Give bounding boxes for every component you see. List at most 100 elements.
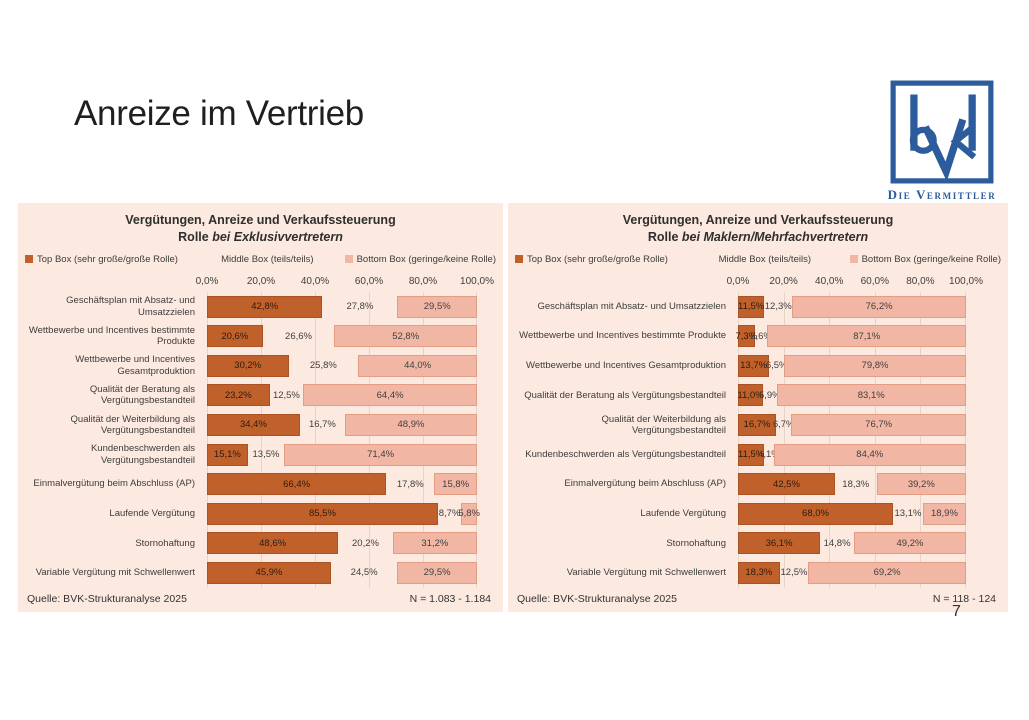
chart-subtitle-prefix: Rolle (178, 229, 213, 244)
category-label: Kundenbeschwerden als Vergütungsbestandt… (525, 448, 726, 460)
value-label: 76,7% (865, 419, 893, 431)
bar-segment-middle-box: 13,5% (248, 444, 284, 466)
bar-segment-middle-box: 5,9% (759, 384, 781, 406)
bar-segment-middle-box: 16,7% (300, 414, 345, 436)
value-label: 15,1% (213, 449, 241, 461)
stacked-bar: 30,2% 25,8% 44,0% (207, 354, 477, 377)
value-label: 68,0% (802, 508, 829, 520)
category-label: Stornohaftung (666, 537, 726, 549)
chart-title: Vergütungen, Anreize und Verkaufssteueru… (622, 213, 894, 227)
value-label: 5,6% (750, 330, 772, 342)
stacked-bar: 11,5% 4,1% 84,4% (738, 443, 966, 466)
category-label: Qualität der Weiterbildung als Vergütung… (70, 413, 195, 436)
stacked-bar: 85,5% 8,7% 5,8% (207, 502, 480, 525)
value-label: 52,8% (392, 330, 420, 342)
value-label: 48,6% (259, 537, 287, 549)
bar-segment-bottom-box: 87,1% (767, 325, 966, 348)
stacked-bar: 13,7% 6,5% 79,8% (738, 354, 966, 377)
legend-item-top-box: Top Box (sehr große/große Rolle) (515, 254, 668, 265)
value-label: 71,4% (367, 449, 395, 461)
value-label: 18,3% (745, 567, 773, 579)
bar-segment-top-box: 7,3% (736, 325, 757, 348)
bar-segment-bottom-box: 29,5% (397, 561, 477, 584)
bar-segment-bottom-box: 18,9% (922, 502, 966, 525)
bar-row: Laufende Vergütung 85,5% 8,7% 5,8% (18, 499, 503, 529)
x-axis-tick: 20,0% (769, 275, 798, 287)
bar-segment-top-box: 30,2% (207, 354, 289, 377)
category-label: Einmalvergütung beim Abschluss (AP) (564, 478, 726, 490)
bar-segment-middle-box: 13,1% (893, 503, 923, 525)
legend: Top Box (sehr große/große Rolle) Middle … (508, 254, 1008, 265)
value-label: 69,2% (873, 567, 901, 579)
chart-title: Vergütungen, Anreize und Verkaufssteueru… (125, 213, 396, 227)
value-label: 4,1% (758, 449, 780, 461)
value-label: 14,8% (823, 537, 851, 549)
bar-segment-top-box: 42,5% (738, 473, 835, 496)
value-label: 13,5% (252, 449, 280, 461)
bar-row: Variable Vergütung mit Schwellenwert 45,9… (18, 558, 503, 588)
value-label: 36,1% (765, 537, 793, 549)
category-label: Variable Vergütung mit Schwellenwert (566, 567, 726, 579)
value-label: 42,5% (772, 478, 800, 490)
value-label: 25,8% (309, 360, 337, 372)
bar-row: Geschäftsplan mit Absatz- und Umsatzziel… (18, 292, 503, 322)
bar-row: Variable Vergütung mit Schwellenwert 18,3… (508, 558, 1008, 588)
value-label: 27,8% (346, 301, 374, 313)
source-note: Quelle: BVK-Strukturanalyse 2025 (517, 592, 677, 605)
bar-segment-top-box: 23,2% (207, 384, 270, 407)
bar-segment-bottom-box: 44,0% (358, 354, 477, 377)
bar-row: Einmalvergütung beim Abschluss (AP) 42,5%… (508, 469, 1008, 499)
value-label: 44,0% (404, 360, 432, 372)
gridline (207, 291, 208, 588)
stacked-bar: 23,2% 12,5% 64,4% (207, 384, 477, 407)
category-label: Wettbewerbe und Incentives bestimmte Pro… (519, 330, 726, 342)
category-label: Stornohaftung (135, 537, 195, 549)
x-axis-tick: 0,0% (726, 275, 750, 287)
bar-segment-bottom-box: 29,5% (397, 295, 477, 318)
bar-row: Wettbewerbe und Incentives Gesamtprodukt… (18, 351, 503, 381)
stacked-bar: 36,1% 14,8% 49,2% (738, 532, 966, 555)
gridline (476, 291, 477, 588)
x-axis-tick: 20,0% (246, 275, 276, 287)
legend-label: Middle Box (teils/teils) (718, 253, 811, 265)
bar-row: Laufende Vergütung 68,0% 13,1% 18,9% (508, 499, 1008, 529)
bar-rows: Geschäftsplan mit Absatz- und Umsatzziel… (18, 292, 503, 588)
value-label: 15,8% (442, 478, 470, 490)
chart-panel-makler-mehrfachvertreter: Vergütungen, Anreize und Verkaufssteueru… (508, 203, 1008, 612)
chart-title-block: Vergütungen, Anreize und Verkaufssteueru… (508, 212, 1008, 246)
value-label: 12,5% (272, 389, 300, 401)
bar-segment-middle-box: 6,5% (766, 355, 788, 377)
x-axis: 0,0% 20,0% 40,0% 60,0% 80,0% 100,0% (196, 275, 494, 289)
bar-segment-bottom-box: 39,2% (876, 473, 966, 496)
value-label: 49,2% (896, 537, 924, 549)
bar-segment-bottom-box: 69,2% (808, 561, 966, 584)
bar-segment-middle-box: 27,8% (322, 296, 397, 318)
bar-segment-middle-box: 8,7% (438, 503, 461, 525)
bar-segment-bottom-box: 48,9% (344, 413, 477, 436)
stacked-bar: 42,5% 18,3% 39,2% (738, 473, 966, 496)
bar-segment-top-box: 45,9% (207, 561, 332, 584)
chart-subtitle: Rolle bei Maklern/Mehrfachvertretern (508, 229, 1008, 246)
value-label: 6,5% (765, 360, 788, 372)
bar-segment-top-box: 68,0% (738, 502, 894, 525)
bar-row: Stornohaftung 36,1% 14,8% 49,2% (508, 529, 1008, 559)
value-label: 18,3% (842, 478, 870, 490)
bar-row: Wettbewerbe und Incentives Gesamtprodukt… (508, 351, 1008, 381)
bar-rows: Geschäftsplan mit Absatz- und Umsatzziel… (508, 292, 1008, 588)
category-label: Geschäftsplan mit Absatz- und Umsatzziel… (66, 295, 195, 318)
category-label: Kundenbeschwerden als Vergütungsbestandt… (90, 443, 195, 466)
bar-segment-bottom-box: 64,4% (303, 384, 477, 407)
value-label: 34,4% (239, 419, 267, 431)
bar-segment-top-box: 15,1% (207, 443, 248, 466)
gridline (423, 291, 424, 588)
bar-segment-top-box: 85,5% (207, 502, 438, 525)
plot-area: Geschäftsplan mit Absatz- und Umsatzziel… (508, 291, 1008, 588)
plot-area: Geschäftsplan mit Absatz- und Umsatzziel… (18, 291, 503, 588)
bvk-logo: Die Vermittler (886, 80, 998, 203)
category-label: Laufende Vergütung (109, 508, 195, 519)
x-axis-tick: 60,0% (860, 275, 889, 287)
legend-label: Top Box (sehr große/große Rolle) (37, 253, 178, 265)
value-label: 39,2% (907, 478, 935, 490)
x-axis-tick: 0,0% (195, 275, 219, 287)
